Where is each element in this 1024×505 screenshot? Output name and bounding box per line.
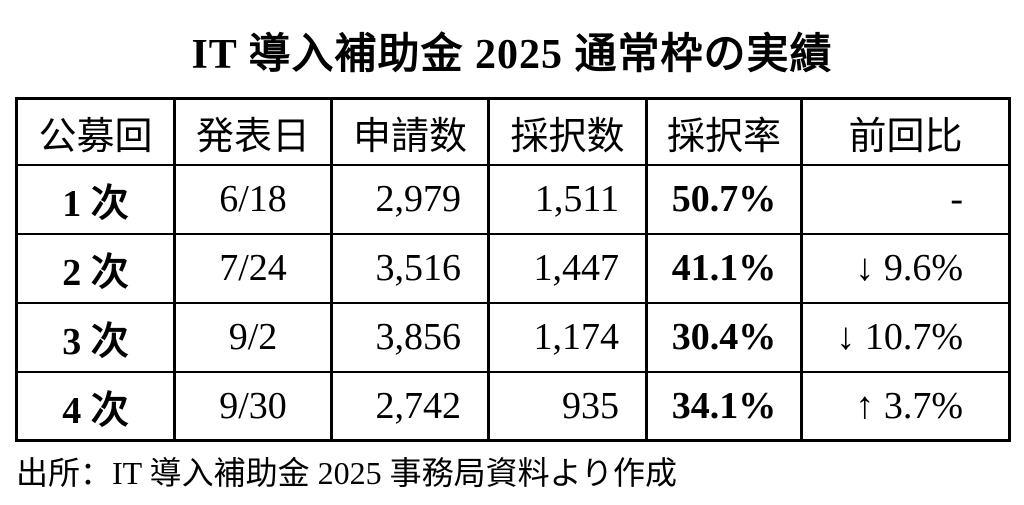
table-row: 4 次 9/30 2,742 935 34.1% ↑ 3.7% (15, 370, 1011, 442)
column-header-rate: 採択率 (645, 97, 803, 166)
page: IT 導入補助金 2025 通常枠の実績 公募回 発表日 申請数 採択数 採択率… (0, 30, 1024, 505)
cell-adopted: 1,511 (487, 163, 648, 235)
cell-change: ↓ 9.6% (800, 232, 1011, 304)
cell-change: - (800, 163, 1011, 235)
cell-adopted: 935 (487, 370, 648, 442)
column-header-round: 公募回 (15, 97, 176, 166)
cell-applications: 3,856 (330, 301, 490, 373)
table-header: 公募回 発表日 申請数 採択数 採択率 前回比 (15, 97, 1011, 166)
cell-applications: 2,742 (330, 370, 490, 442)
table-row: 2 次 7/24 3,516 1,447 41.1% ↓ 9.6% (15, 232, 1011, 304)
cell-adopted: 1,447 (487, 232, 648, 304)
header-row: 公募回 発表日 申請数 採択数 採択率 前回比 (15, 97, 1011, 166)
cell-date: 9/30 (173, 370, 333, 442)
column-header-date: 発表日 (173, 97, 333, 166)
cell-round: 3 次 (15, 301, 176, 373)
cell-rate: 41.1% (645, 232, 803, 304)
cell-rate: 34.1% (645, 370, 803, 442)
column-header-change: 前回比 (800, 97, 1011, 166)
cell-adopted: 1,174 (487, 301, 648, 373)
table-row: 1 次 6/18 2,979 1,511 50.7% - (15, 163, 1011, 235)
cell-date: 7/24 (173, 232, 333, 304)
cell-rate: 50.7% (645, 163, 803, 235)
column-header-applications: 申請数 (330, 97, 490, 166)
cell-applications: 3,516 (330, 232, 490, 304)
page-title: IT 導入補助金 2025 通常枠の実績 (191, 32, 833, 78)
column-header-adopted: 採択数 (487, 97, 648, 166)
cell-change: ↑ 3.7% (800, 370, 1011, 442)
cell-rate: 30.4% (645, 301, 803, 373)
table-row: 3 次 9/2 3,856 1,174 30.4% ↓ 10.7% (15, 301, 1011, 373)
table-body: 1 次 6/18 2,979 1,511 50.7% - 2 次 7/24 3,… (15, 163, 1011, 442)
source-note: 出所：IT 導入補助金 2025 事務局資料より作成 (16, 455, 677, 492)
cell-date: 6/18 (173, 163, 333, 235)
cell-applications: 2,979 (330, 163, 490, 235)
cell-round: 2 次 (15, 232, 176, 304)
cell-date: 9/2 (173, 301, 333, 373)
cell-round: 1 次 (15, 163, 176, 235)
results-table: 公募回 発表日 申請数 採択数 採択率 前回比 1 次 6/18 2,979 1… (15, 97, 1011, 443)
cell-round: 4 次 (15, 370, 176, 442)
cell-change: ↓ 10.7% (800, 301, 1011, 373)
